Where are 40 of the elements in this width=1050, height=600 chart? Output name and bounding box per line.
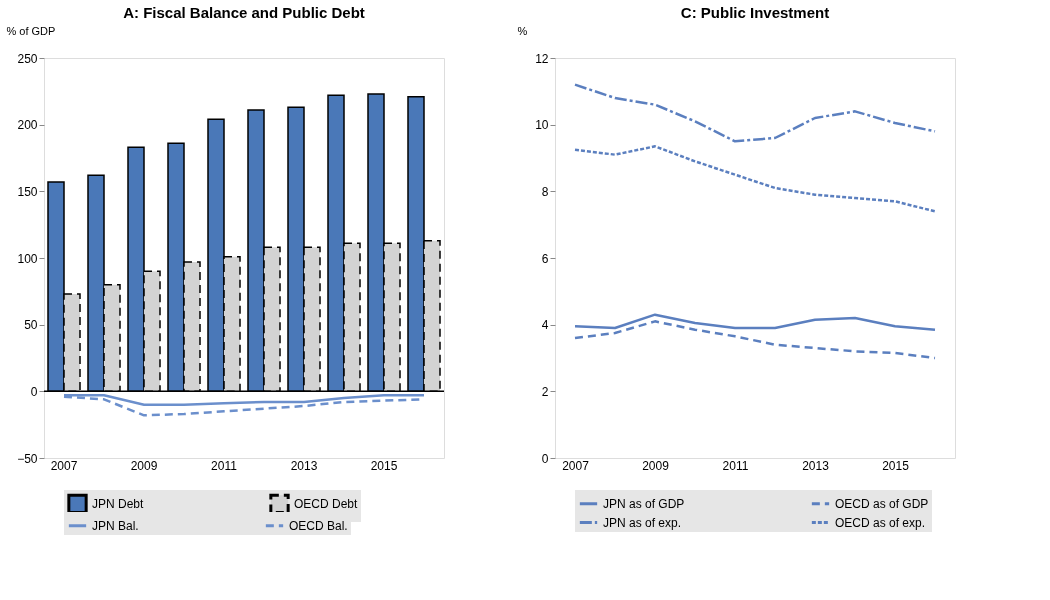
y-tick-label: 100 [17,251,38,266]
y-tick-label: 12 [535,51,549,66]
x-tick-label: 2009 [642,458,670,473]
y-axis-title: % [517,24,528,37]
y-tick-label: 6 [541,251,549,266]
x-tick-label: 2009 [130,458,158,473]
y-tick-label: 2 [541,384,549,399]
x-tick-label: 2007 [50,458,78,473]
chart-title: C: Public Investment [680,4,830,21]
legend-label: OECD Debt [294,496,359,511]
x-tick-label: 2013 [802,458,830,473]
legend-label: JPN Bal. [92,518,139,533]
y-tick-label: 50 [24,318,38,333]
x-tick-label: 2015 [882,458,910,473]
y-tick-label: 150 [17,184,38,199]
x-tick-label: 2013 [290,458,318,473]
legend-label: OECD Bal. [289,518,348,533]
legend-label: OECD as of exp. [835,515,926,530]
legend-label: OECD as of GDP [835,496,929,511]
y-tick-label: 4 [541,318,549,333]
x-tick-label: 2011 [722,458,749,473]
line-series [573,320,937,360]
y-tick-label: 200 [17,118,38,133]
chart-title: A: Fiscal Balance and Public Debt [123,4,365,21]
line-series [573,145,937,213]
legend-label: JPN as of exp. [603,515,682,530]
y-tick-label: 10 [535,118,549,133]
y-axis-title: % of GDP [6,24,56,37]
x-tick-label: 2015 [370,458,398,473]
line-series [573,313,937,331]
legend-label: JPN Debt [92,496,145,511]
x-tick-label: 2007 [562,458,590,473]
y-tick-label: 250 [17,51,38,66]
y-tick-label: 8 [541,184,549,199]
y-tick-label: 0 [541,451,549,466]
y-tick-label: −50 [17,451,38,466]
y-tick-label: 0 [30,384,38,399]
line-series [573,83,937,143]
legend-label: JPN as of GDP [603,496,685,511]
x-tick-label: 2011 [211,458,238,473]
